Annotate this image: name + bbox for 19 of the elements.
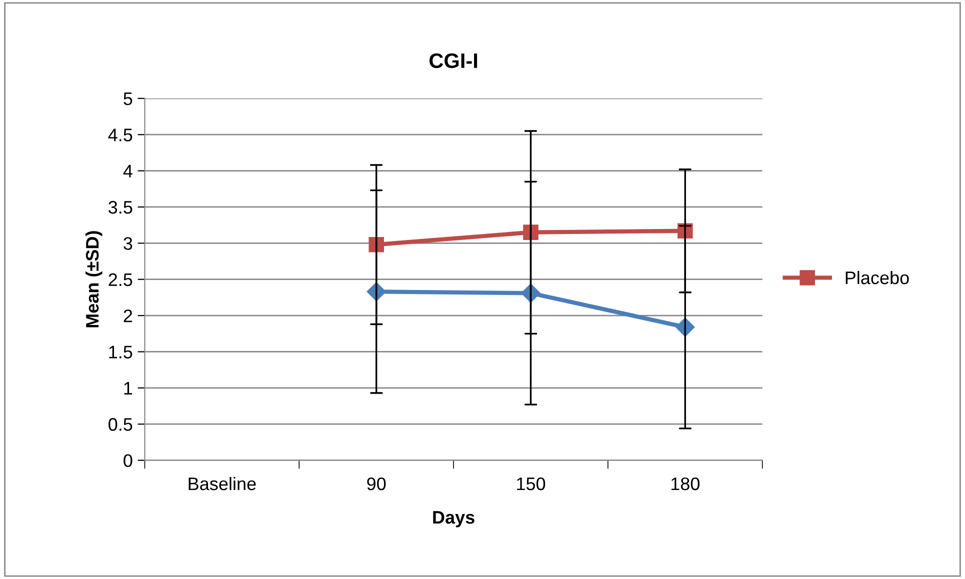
x-tick-label: 180	[671, 477, 700, 490]
x-axis-title: Days	[433, 511, 474, 528]
y-tick-label: 2	[124, 309, 132, 322]
y-axis-title: Mean (±SD)	[85, 231, 102, 328]
x-tick-label: Baseline	[188, 476, 256, 490]
y-tick-label: 5	[124, 92, 132, 106]
y-tick-label: 1	[124, 382, 132, 394]
y-tick-label: 3.5	[108, 200, 132, 214]
y-tick-label: 4	[123, 164, 132, 178]
y-tick-label: 0	[124, 454, 132, 468]
y-tick-label: 2.5	[108, 273, 132, 286]
legend-label: Placebo	[846, 270, 909, 284]
x-tick-label: 150	[517, 477, 546, 490]
y-tick-label: 4.5	[108, 128, 132, 142]
x-tick-label: 90	[367, 477, 386, 490]
y-tick-label: 1.5	[109, 346, 132, 358]
y-tick-label: 0.5	[108, 418, 132, 431]
chart-title: CGI-I	[430, 53, 478, 68]
y-tick-label: 3	[124, 237, 132, 250]
